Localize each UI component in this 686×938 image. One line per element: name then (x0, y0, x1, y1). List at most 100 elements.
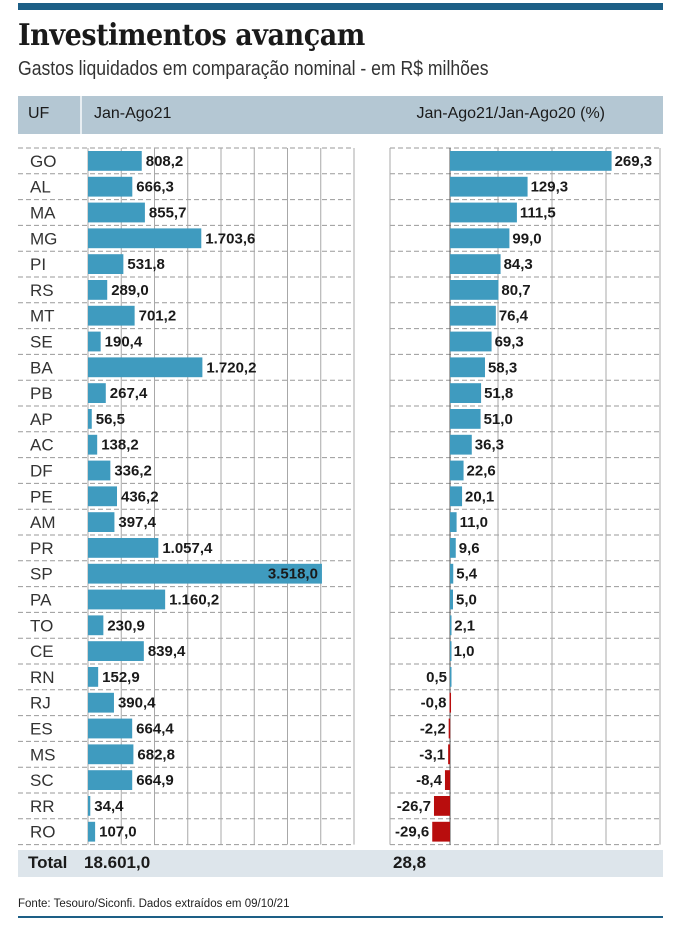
left-value-label-am: 397,4 (118, 514, 156, 531)
left-bar-pb (88, 383, 106, 403)
right-value-label-sp: 5,4 (456, 566, 478, 583)
left-value-label-ce: 839,4 (148, 643, 186, 660)
left-value-label-go: 808,2 (146, 153, 184, 170)
right-bar-mg (450, 228, 510, 249)
uf-label-se: SE (30, 333, 53, 352)
uf-label-ba: BA (30, 358, 53, 377)
left-bar-ap (88, 409, 92, 429)
left-value-label-ro: 107,0 (99, 824, 137, 841)
uf-label-al: AL (30, 178, 51, 197)
total-label: Total (28, 853, 68, 872)
right-value-label-mg: 99,0 (512, 230, 541, 247)
right-value-label-pe: 20,1 (465, 488, 494, 505)
right-bar-sc (444, 770, 450, 790)
left-value-label-pi: 531,8 (127, 256, 165, 273)
left-value-label-ac: 138,2 (101, 437, 139, 454)
left-value-label-df: 336,2 (114, 463, 152, 480)
right-bar-pi (450, 254, 501, 274)
uf-label-to: TO (30, 616, 53, 635)
left-value-label-sp: 3.518,0 (268, 566, 318, 583)
bottom-accent-bar (18, 916, 663, 918)
left-bar-ce (88, 641, 144, 661)
left-value-label-rn: 152,9 (102, 669, 140, 686)
header-uf: UF (28, 105, 50, 122)
left-bar-mt (88, 305, 135, 326)
left-bar-am (88, 512, 115, 532)
right-bar-pb (450, 383, 482, 403)
right-bar-ce (450, 641, 452, 661)
uf-label-am: AM (30, 513, 56, 532)
right-value-label-es: -2,2 (420, 721, 446, 738)
right-value-label-sc: -8,4 (416, 772, 443, 789)
right-value-label-df: 22,6 (467, 463, 496, 480)
right-value-label-am: 11,0 (460, 514, 488, 531)
header-right-chart: Jan-Ago21/Jan-Ago20 (%) (416, 105, 605, 122)
right-value-label-to: 2,1 (454, 617, 475, 634)
right-bar-se (450, 331, 492, 352)
uf-label-rj: RJ (30, 694, 51, 713)
left-bar-ro (88, 821, 96, 842)
uf-label-ma: MA (30, 204, 56, 223)
left-bar-ms (88, 744, 134, 765)
left-bar-pi (88, 254, 124, 274)
uf-label-sc: SC (30, 771, 54, 790)
left-bar-al (88, 176, 133, 197)
left-bar-pe (88, 486, 118, 507)
uf-label-ac: AC (30, 436, 54, 455)
right-value-label-ac: 36,3 (475, 437, 504, 454)
left-value-label-pa: 1.160,2 (169, 592, 219, 609)
right-bar-ms (448, 744, 450, 765)
right-bar-pe (450, 486, 463, 507)
uf-label-rr: RR (30, 797, 55, 816)
left-bar-pa (88, 589, 166, 610)
uf-label-pa: PA (30, 591, 52, 610)
uf-label-ms: MS (30, 745, 56, 764)
right-bar-pr (450, 538, 456, 558)
right-value-label-mt: 76,4 (499, 308, 529, 325)
left-value-label-pb: 267,4 (110, 385, 148, 402)
left-bar-go (88, 151, 142, 171)
right-bar-rs (450, 280, 499, 300)
left-bar-rs (88, 280, 108, 300)
left-bar-rn (88, 667, 99, 687)
right-value-label-rr: -26,7 (397, 798, 431, 815)
right-value-label-ro: -29,6 (395, 824, 429, 841)
uf-label-df: DF (30, 462, 53, 481)
right-value-label-ce: 1,0 (454, 643, 475, 660)
left-value-label-rr: 34,4 (94, 798, 124, 815)
chart-title: Investimentos avançam (18, 18, 365, 53)
left-bar-ma (88, 202, 145, 223)
left-value-label-mt: 701,2 (139, 308, 177, 325)
right-bar-pa (450, 589, 453, 610)
uf-label-pr: PR (30, 539, 54, 558)
right-bar-mt (450, 305, 496, 326)
right-bar-df (450, 460, 464, 481)
total-left-value: 18.601,0 (84, 853, 151, 872)
right-bar-al (450, 176, 528, 197)
left-bar-se (88, 331, 101, 352)
left-bar-rr (88, 796, 91, 816)
uf-label-sp: SP (30, 565, 53, 584)
header-divider (80, 96, 82, 134)
left-value-label-ma: 855,7 (149, 205, 187, 222)
left-bar-es (88, 718, 133, 739)
left-bar-ba (88, 357, 203, 378)
left-value-label-to: 230,9 (107, 617, 145, 634)
uf-label-rn: RN (30, 668, 55, 687)
right-value-label-go: 269,3 (615, 153, 653, 170)
left-value-label-rs: 289,0 (111, 282, 149, 299)
left-bar-ac (88, 434, 98, 455)
right-bar-am (450, 512, 457, 532)
left-value-label-es: 664,4 (136, 721, 174, 738)
right-value-label-rs: 80,7 (501, 282, 530, 299)
right-value-label-ms: -3,1 (419, 746, 445, 763)
right-bar-es (448, 718, 451, 739)
right-value-label-pi: 84,3 (504, 256, 533, 273)
left-value-label-sc: 664,9 (136, 772, 174, 789)
right-value-label-al: 129,3 (531, 179, 569, 196)
left-bar-to (88, 615, 104, 636)
top-accent-bar (18, 3, 663, 10)
total-right-value: 28,8 (393, 853, 427, 872)
left-value-label-pe: 436,2 (121, 488, 159, 505)
